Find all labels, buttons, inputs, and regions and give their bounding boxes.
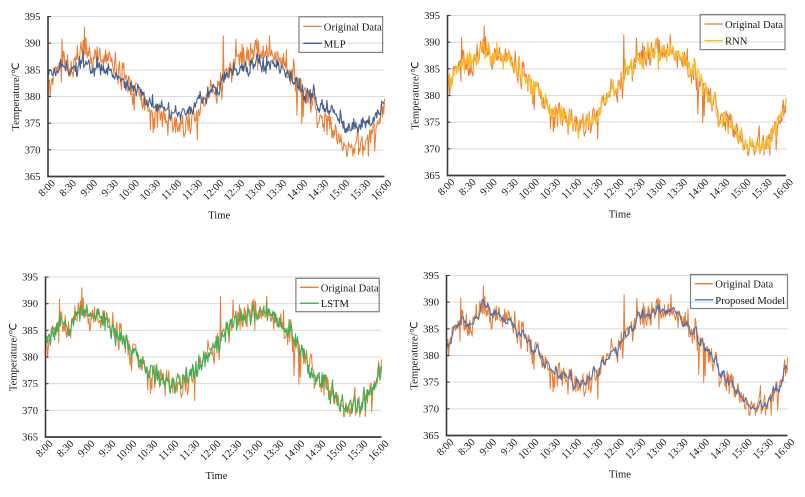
svg-text:Time: Time: [208, 211, 230, 222]
svg-text:395: 395: [25, 12, 41, 23]
svg-text:390: 390: [25, 39, 41, 50]
svg-text:385: 385: [22, 326, 38, 337]
svg-text:390: 390: [424, 38, 440, 49]
svg-text:390: 390: [423, 298, 439, 309]
svg-text:365: 365: [423, 431, 439, 442]
svg-text:Temperature/℃: Temperature/℃: [411, 61, 422, 129]
svg-text:RNN: RNN: [725, 37, 748, 48]
svg-text:390: 390: [22, 299, 38, 310]
svg-text:385: 385: [423, 324, 439, 335]
svg-text:375: 375: [423, 378, 439, 389]
svg-text:370: 370: [25, 145, 41, 156]
svg-text:395: 395: [22, 273, 38, 284]
svg-text:395: 395: [424, 11, 440, 22]
svg-text:Proposed Model: Proposed Model: [715, 296, 785, 307]
svg-text:LSTM: LSTM: [321, 299, 350, 310]
svg-text:Original Data: Original Data: [725, 20, 783, 31]
svg-text:Time: Time: [609, 210, 631, 221]
svg-text:Time: Time: [609, 470, 631, 481]
svg-text:380: 380: [22, 353, 38, 364]
svg-text:Original Data: Original Data: [715, 280, 773, 291]
svg-text:Original Data: Original Data: [324, 22, 382, 33]
svg-text:380: 380: [25, 92, 41, 103]
svg-text:Temperature/℃: Temperature/℃: [410, 321, 421, 389]
svg-text:370: 370: [424, 144, 440, 155]
svg-text:375: 375: [22, 379, 38, 390]
svg-text:385: 385: [424, 64, 440, 75]
svg-text:370: 370: [22, 406, 38, 417]
svg-text:385: 385: [25, 65, 41, 76]
svg-text:380: 380: [424, 91, 440, 102]
svg-text:Time: Time: [206, 471, 228, 482]
svg-text:Temperature/℃: Temperature/℃: [11, 62, 22, 130]
svg-text:365: 365: [25, 172, 41, 183]
svg-text:Temperature/℃: Temperature/℃: [9, 323, 20, 391]
svg-text:395: 395: [423, 271, 439, 282]
svg-text:MLP: MLP: [324, 39, 346, 50]
svg-text:375: 375: [25, 119, 41, 130]
svg-text:380: 380: [423, 351, 439, 362]
svg-text:370: 370: [423, 404, 439, 415]
svg-text:365: 365: [22, 433, 38, 444]
svg-text:365: 365: [424, 171, 440, 182]
svg-text:375: 375: [424, 118, 440, 129]
svg-text:Original Data: Original Data: [321, 283, 379, 294]
